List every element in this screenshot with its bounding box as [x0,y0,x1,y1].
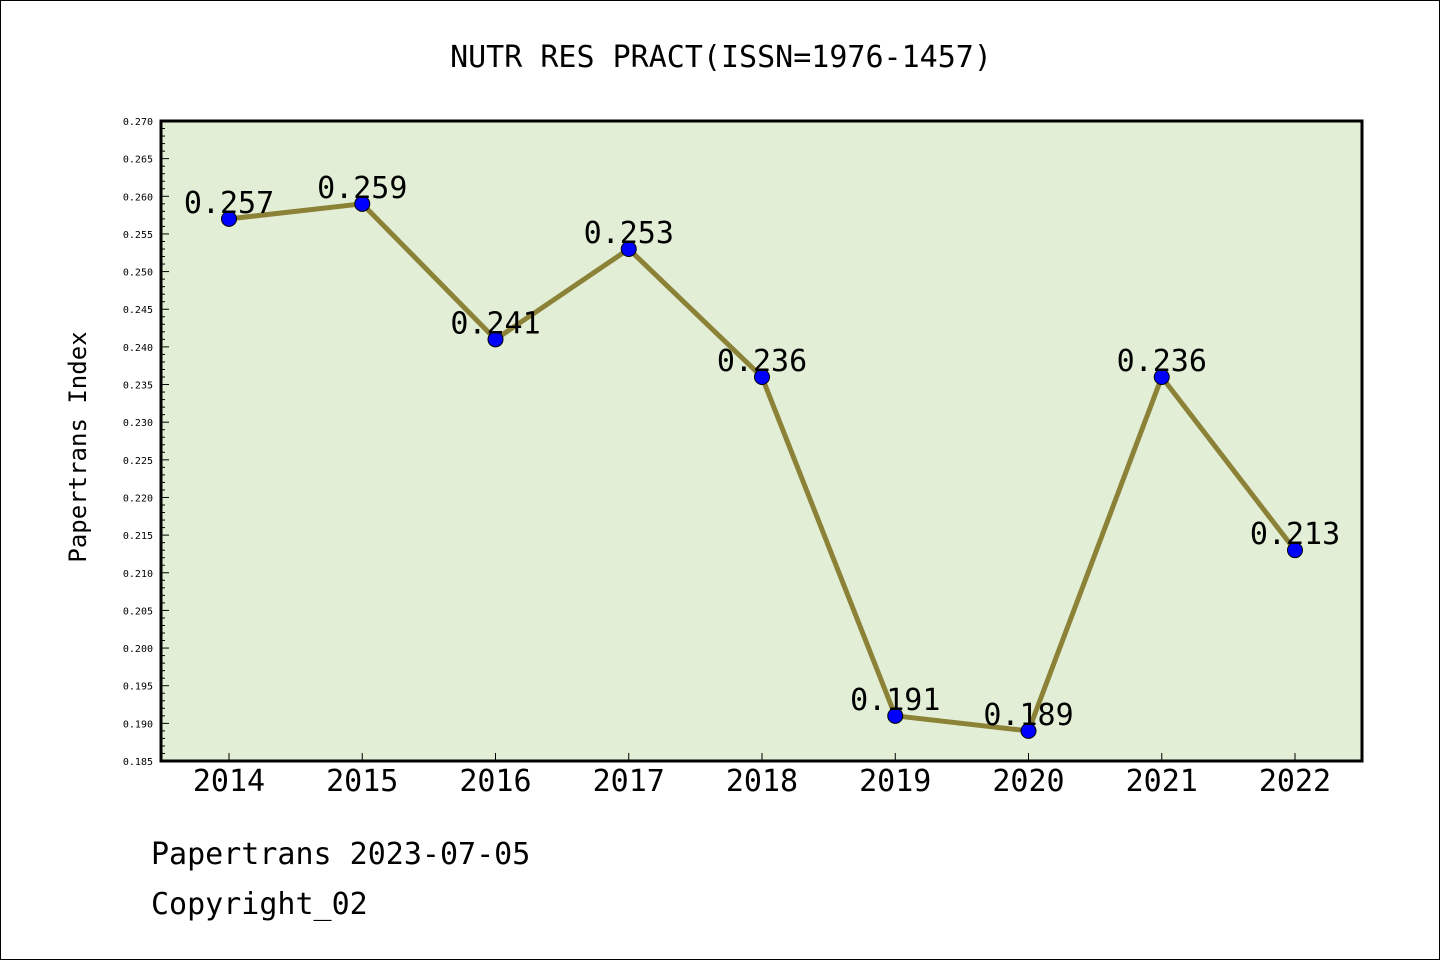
data-point [1287,542,1303,559]
data-label: 0.241 [450,306,540,341]
y-tick-label: 0.240 [123,343,153,354]
y-tick-label: 0.245 [123,305,153,316]
y-tick-label: 0.215 [123,531,153,542]
x-tick-label: 2015 [326,764,398,799]
x-tick-label: 2016 [459,764,531,799]
data-point [1020,722,1037,739]
y-tick-label: 0.185 [123,757,153,768]
data-label: 0.257 [184,186,274,221]
y-tick-label: 0.205 [123,606,153,617]
y-tick-label: 0.265 [123,155,153,166]
y-tick-label: 0.250 [123,268,153,279]
data-label: 0.213 [1250,517,1340,552]
x-tick-label: 2017 [593,764,665,799]
data-label: 0.253 [584,216,674,251]
footer-date-stamp: Papertrans 2023-07-05 [151,837,531,872]
y-tick-label: 0.220 [123,493,153,504]
y-tick-label: 0.200 [123,644,153,655]
y-tick-label: 0.260 [123,192,153,203]
plot-background [161,121,1362,761]
y-tick-label: 0.195 [123,682,153,693]
x-tick-label: 2018 [726,764,798,799]
footer-copyright: Copyright_02 [151,887,368,922]
y-tick-label: 0.210 [123,569,153,580]
data-point [1153,369,1170,385]
data-label: 0.189 [983,698,1073,733]
x-tick-label: 2014 [193,764,265,799]
y-tick-label: 0.190 [123,719,153,730]
y-tick-label: 0.235 [123,381,153,392]
data-point [221,210,237,227]
x-tick-label: 2019 [859,764,931,799]
y-tick-label: 0.270 [123,117,153,128]
x-tick-label: 2022 [1259,764,1331,799]
plot-border [159,119,1364,763]
y-tick-label: 0.225 [123,456,153,467]
data-point [620,241,637,257]
plot-area: 0.185 0.190 0.195 0.200 0.205 0.210 0.215 0.220… [123,117,1364,799]
y-tick-label: 0.255 [123,230,153,241]
data-point [354,195,371,212]
y-axis-label: Papertrans Index [64,331,92,562]
chart-title: NUTR RES PRACT(ISSN=1976-1457) [450,40,992,75]
data-label: 0.236 [717,344,807,379]
data-point [887,707,904,724]
x-tick-label: 2021 [1126,764,1198,799]
data-point [487,331,504,348]
x-tick-label: 2020 [992,764,1064,799]
data-label: 0.236 [1117,344,1207,379]
data-label: 0.259 [317,171,407,206]
data-label: 0.191 [850,683,940,718]
y-tick-label: 0.230 [123,418,153,429]
data-point [754,369,770,385]
